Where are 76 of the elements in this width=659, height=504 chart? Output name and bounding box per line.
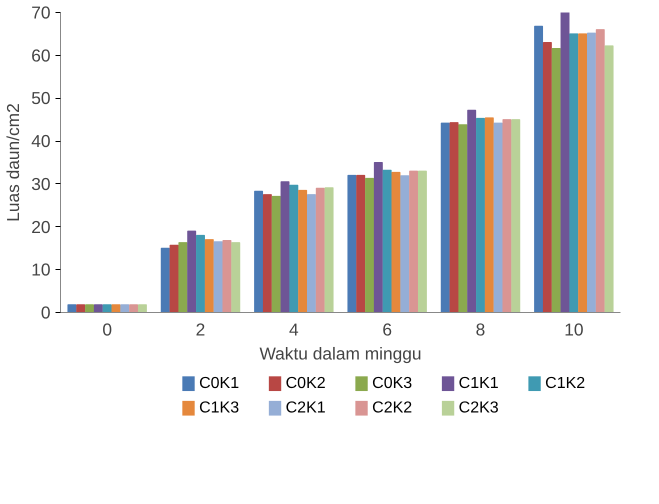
bar (409, 170, 418, 312)
bar (560, 12, 570, 312)
y-tick-label: 40 (31, 131, 51, 152)
bar (178, 242, 188, 312)
bar (112, 304, 120, 312)
bar (542, 42, 552, 312)
bar (214, 241, 223, 312)
bar (306, 194, 316, 312)
bar (316, 188, 325, 312)
bar (170, 244, 179, 312)
bar (534, 26, 544, 312)
bar (569, 33, 578, 312)
bar (467, 110, 476, 312)
bar (160, 248, 170, 312)
x-tick-label: 8 (476, 320, 486, 340)
legend-label: C0K2 (286, 375, 326, 392)
bar (298, 190, 308, 312)
legend-label: C1K2 (545, 375, 586, 392)
bar (596, 29, 605, 312)
bar (102, 304, 112, 312)
bar (280, 181, 290, 312)
bar (400, 175, 410, 312)
bar (418, 170, 427, 312)
legend-label: C0K1 (199, 375, 240, 392)
bar (222, 240, 232, 312)
bar (586, 32, 596, 312)
y-tick-label: 0 (40, 302, 51, 322)
y-tick-label: 30 (31, 174, 51, 194)
y-axis-title: Luas daun/cm2 (3, 103, 24, 222)
bar (67, 304, 76, 312)
y-tick-label: 50 (31, 88, 51, 108)
bar (204, 239, 214, 312)
bar (502, 119, 512, 312)
y-tick-label: 20 (31, 216, 51, 237)
bar (356, 174, 366, 312)
x-tick-label: 2 (196, 320, 206, 340)
legend-label: C2K2 (372, 400, 412, 417)
bar (604, 45, 614, 312)
bar (262, 194, 272, 312)
bar (272, 196, 281, 312)
legend-label: C1K1 (458, 375, 499, 392)
x-tick-label: 0 (102, 320, 112, 340)
bar (382, 170, 392, 312)
bar (187, 230, 196, 312)
bar (138, 304, 147, 312)
bar (374, 162, 383, 312)
bar (578, 33, 588, 312)
bar (231, 242, 240, 312)
legend-label: C1K3 (199, 400, 240, 417)
bar (476, 118, 485, 312)
bar (365, 178, 374, 312)
x-tick-label: 4 (289, 320, 300, 340)
bar (196, 234, 205, 312)
bar (511, 119, 520, 312)
bar (484, 117, 494, 312)
bar (458, 124, 468, 312)
y-tick-label: 10 (31, 260, 51, 280)
bar (392, 172, 400, 312)
x-axis-title: Waktu dalam minggu (259, 344, 422, 364)
bar (450, 122, 459, 312)
bar (324, 187, 334, 312)
bar (347, 174, 356, 312)
legend-label: C2K3 (458, 400, 499, 417)
bar (552, 48, 561, 312)
bar (254, 190, 264, 312)
bar (289, 184, 298, 312)
legend-label: C0K3 (372, 375, 412, 392)
bar (494, 122, 503, 312)
bar (85, 304, 94, 312)
x-tick-label: 6 (382, 320, 392, 340)
legend-label: C2K1 (286, 400, 326, 417)
bar (440, 122, 450, 312)
bar (129, 304, 138, 312)
y-tick-label: 70 (31, 2, 51, 22)
y-tick-label: 60 (31, 45, 51, 66)
x-tick-label: 10 (564, 320, 584, 340)
